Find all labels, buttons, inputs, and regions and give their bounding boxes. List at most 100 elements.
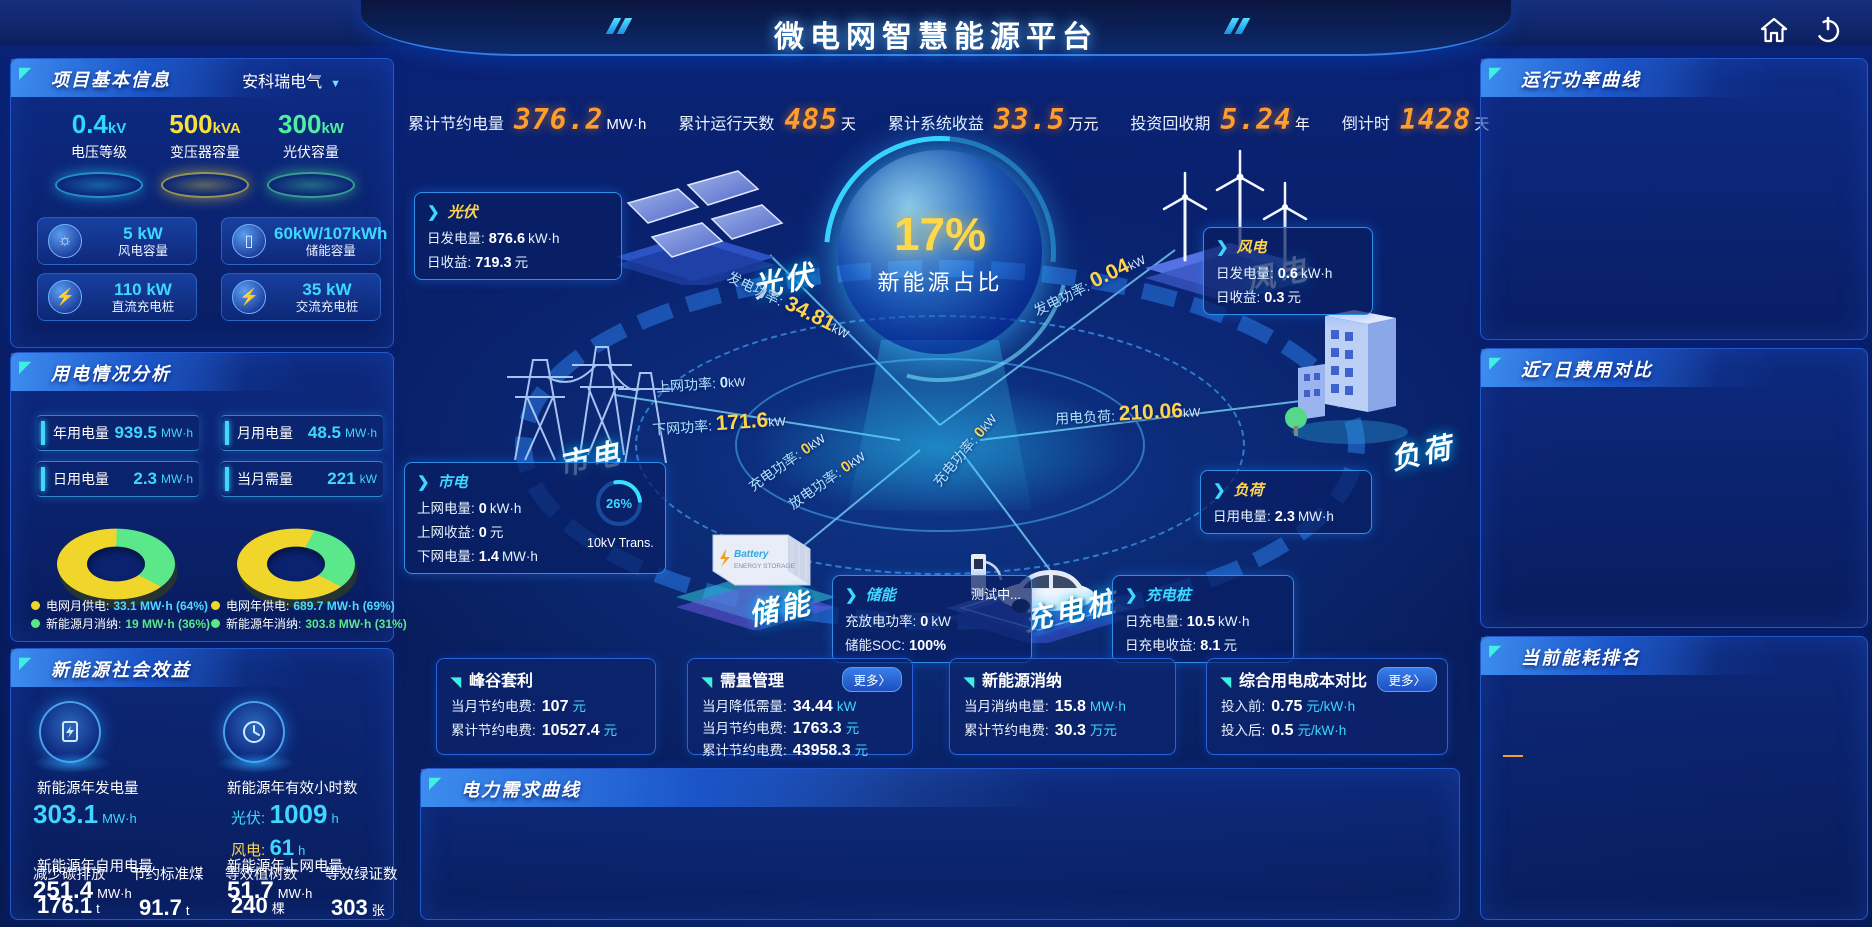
project-info-panel: ◤ 项目基本信息 安科瑞电气 ▼ 0.4kV 电压等级 500kVA 变压器容量 300k…	[10, 58, 394, 348]
pedestal-label: 变压器容量	[170, 144, 240, 160]
kpi-card-title: ◥ 峰谷套利	[451, 673, 534, 690]
panel-corner-icon: ◤	[1489, 643, 1502, 660]
capacity-value: 110 kW	[114, 280, 172, 300]
kpi-card-row: 累计节约电费: 30.3 万元	[964, 722, 1117, 739]
chevron-icon: ❯	[1213, 482, 1226, 499]
co2-value: 176.1 t	[37, 893, 100, 918]
kpi-card-title: ◥ 新能源消纳	[964, 673, 1063, 690]
pv-info-card: ❯ 光伏 日发电量: 876.6 kW·h 日收益: 719.3 元	[414, 192, 622, 280]
microgrid-diagram: 17% 新能源占比 光伏 风电	[400, 74, 1475, 663]
kpi-card-新能源消纳: ◥ 新能源消纳当月消纳电量: 15.8 MW·h 累计节约电费: 30.3 万元	[949, 658, 1176, 755]
inner-ring	[735, 358, 1145, 532]
capacity-label: 储能容量	[305, 243, 356, 258]
capacity-label: 风电容量	[117, 243, 168, 258]
wind-info-card: ❯ 风电 日发电量: 0.6 kW·h 日收益: 0.3 元	[1203, 227, 1373, 315]
pedestal-label: 电压等级	[71, 144, 127, 160]
kpi-value: 33.5	[993, 102, 1066, 136]
pedestal-value: 0.4kV	[71, 109, 127, 139]
kpi-card-row: 累计节约电费: 43958.3 元	[702, 742, 869, 759]
ranking-divider	[1503, 755, 1523, 757]
dropdown-arrow-icon: ▼	[330, 78, 341, 90]
power-icon[interactable]	[1812, 14, 1844, 46]
card-corner-icon: ◥	[1221, 674, 1231, 689]
kpi-stat-3: 投资回收期 5.24 年	[1114, 103, 1325, 136]
consumption-stat-2: 日用电量 2.3 MW·h	[37, 461, 199, 497]
consumption-panel: ◤ 用电情况分析 年用电量 939.5 MW·h 月用电量 48.5 MW·h 日用电量 2.…	[10, 352, 407, 642]
legend-dot	[31, 619, 40, 628]
kpi-stat-2: 累计系统收益 33.5 万元	[872, 103, 1114, 136]
more-button[interactable]: 更多〉	[1377, 667, 1437, 692]
kpi-unit: 年	[1294, 115, 1310, 133]
kpi-card-title: ◥ 需量管理	[702, 673, 785, 690]
page-title: 微电网智慧能源平台	[774, 21, 1098, 54]
cert-label: 等效绿证数	[325, 867, 398, 883]
legend-dot	[31, 601, 40, 610]
card-corner-icon: ◥	[964, 674, 974, 689]
to-grid-label: 新能源年上网电量	[227, 859, 343, 875]
pedestal-label: 光伏容量	[283, 144, 339, 160]
kpi-card-峰谷套利: ◥ 峰谷套利 当月节约电费: 107 元累计节约电费: 10527.4 元	[436, 658, 656, 755]
capacity-value: 5 kW	[123, 224, 163, 244]
panel-corner-icon: ◤	[19, 65, 32, 82]
center-glow	[750, 378, 1130, 518]
hours-clock-icon	[216, 701, 296, 773]
kpi-value: 5.24	[1220, 102, 1292, 136]
energy-ranking-panel: ◤ 当前能耗排名	[1480, 636, 1868, 920]
pedestal-2: 300kW 光伏容量	[251, 109, 371, 198]
generation-icon	[32, 701, 112, 773]
company-dropdown[interactable]: 安科瑞电气 ▼	[242, 74, 341, 91]
kpi-topbar: 累计节约电量 376.2 MW·h 累计运行天数 485 天累计系统收益 33.5 万元 投资回…	[392, 94, 1489, 144]
transformer-gauge: 26% 10kV Trans.	[587, 477, 654, 550]
consumption-legend-0: 电网月供电: 33.1 MW·h (64%)	[31, 597, 208, 614]
kpi-stat-4: 倒计时1428天	[1326, 103, 1505, 136]
center-sphere: 17% 新能源占比	[838, 150, 1042, 354]
solar-panels-illustration	[615, 170, 784, 285]
kpi-stat-0: 累计节约电量 376.2 MW·h	[392, 103, 662, 136]
pedestal-value: 500kVA	[169, 109, 241, 139]
panel-corner-icon: ◤	[1489, 65, 1502, 82]
kpi-card-row: 当月消纳电量: 15.8 MW·h	[964, 698, 1126, 715]
stat-accent-bar	[41, 421, 45, 445]
kpi-card-综合用电成本对比: ◥ 综合用电成本对比 更多〉 投入前: 0.75 元/kW·h 投入后: 0.5 元/kW·h	[1206, 658, 1448, 755]
gen-label: 新能源年发电量	[37, 781, 139, 797]
consumption-legend-3: 新能源年消纳: 303.8 MW·h (31%)	[211, 615, 407, 632]
capacity-card-2: ⚡ 110 kW 直流充电桩	[37, 273, 197, 321]
pedestal-value: 300kW	[278, 109, 344, 139]
power-curve-panel: ◤ 运行功率曲线	[1480, 58, 1868, 340]
battery-icon: ▯	[232, 224, 266, 258]
grid-info-card: ❯ 市电 上网电量: 0 kW·h 上网收益: 0 元 下网电量: 1.4 MW·h 26% …	[404, 462, 666, 574]
month-donut-chart	[47, 522, 185, 606]
consumption-panel-title: 用电情况分析	[51, 364, 171, 384]
consumption-legend-2: 电网年供电: 689.7 MW·h (69%)	[211, 597, 395, 614]
more-button[interactable]: 更多〉	[842, 667, 902, 692]
capacity-label: 直流充电桩	[111, 299, 175, 314]
pedestal-glow	[55, 172, 143, 198]
capacity-card-text: 5 kW 风电容量	[90, 224, 196, 258]
power-curve-title: 运行功率曲线	[1521, 70, 1641, 90]
svg-text:Battery: Battery	[734, 549, 769, 560]
grid-pylons-illustration	[507, 346, 673, 464]
legend-dot	[211, 601, 220, 610]
capacity-label: 交流充电桩	[295, 299, 359, 314]
pedestal-1: 500kVA 变压器容量	[145, 109, 265, 198]
card-corner-icon: ◥	[702, 674, 712, 689]
stat-accent-bar	[225, 467, 229, 491]
benefits-panel: ◤ 新能源社会效益 新能源年发电量 303.1 MW·h 新能源年有效小时数 光伏…	[10, 648, 398, 920]
kpi-unit: MW·h	[606, 115, 647, 133]
header-banner: 微电网智慧能源平台	[0, 0, 1872, 60]
svg-text:ENERGY STORAGE: ENERGY STORAGE	[734, 563, 795, 570]
kpi-label: 倒计时	[1341, 115, 1390, 133]
home-icon[interactable]	[1758, 14, 1790, 46]
consumption-stat-0: 年用电量 939.5 MW·h	[37, 415, 199, 451]
kpi-value: 1428	[1399, 102, 1472, 136]
cost-compare-title: 近7日费用对比	[1521, 360, 1654, 380]
year-donut-chart	[227, 522, 365, 606]
kpi-value: 485	[784, 102, 838, 136]
project-panel-title: 项目基本信息	[51, 70, 171, 90]
dc-charger-icon: ⚡	[48, 280, 82, 314]
stat-accent-bar	[225, 421, 229, 445]
battery-storage-illustration: Battery ENERGY STORAGE	[676, 534, 836, 630]
kpi-label: 累计运行天数	[678, 115, 775, 133]
kpi-card-title: ◥ 综合用电成本对比	[1221, 673, 1368, 690]
tree-value: 240 棵	[231, 893, 285, 918]
